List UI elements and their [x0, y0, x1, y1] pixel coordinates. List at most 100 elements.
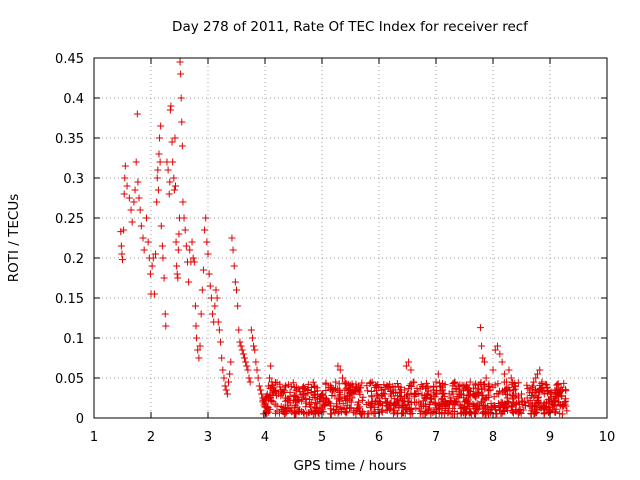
data-point: [231, 278, 239, 286]
data-point: [266, 374, 274, 382]
data-point: [233, 286, 240, 294]
data-point: [204, 250, 212, 258]
band-point: [273, 402, 281, 410]
data-point: [180, 214, 188, 222]
band-point: [406, 381, 414, 389]
x-tick-labels: 1 2 3 4 5 6 7 8 9 10: [90, 430, 615, 445]
data-point: [386, 390, 394, 398]
data-point: [507, 374, 515, 382]
data-point: [202, 214, 210, 222]
data-point: [158, 242, 166, 250]
band-point: [358, 396, 366, 404]
data-point: [177, 94, 185, 102]
band-point: [466, 409, 474, 417]
data-point: [439, 390, 447, 398]
data-point: [174, 274, 182, 282]
data-point: [148, 262, 156, 270]
data-point: [415, 398, 423, 406]
data-point: [168, 138, 176, 146]
band-point: [373, 382, 381, 390]
band-point: [263, 407, 271, 415]
data-point: [220, 374, 228, 382]
band-point: [342, 409, 350, 417]
data-point: [136, 206, 144, 214]
data-point: [172, 238, 180, 246]
data-point: [286, 388, 294, 396]
data-point: [434, 370, 442, 378]
band-point: [405, 394, 413, 402]
x-tick-label: 2: [147, 430, 155, 445]
data-point: [133, 110, 141, 118]
data-point: [496, 350, 504, 358]
data-points: [117, 58, 571, 418]
band-point: [480, 381, 488, 389]
data-point: [238, 346, 246, 354]
data-point: [510, 386, 518, 394]
x-tick-label: 5: [318, 430, 326, 445]
data-point: [505, 366, 513, 374]
data-point: [248, 334, 256, 342]
data-point: [336, 366, 344, 374]
data-point: [545, 400, 553, 408]
data-point: [405, 358, 413, 366]
band-point: [423, 379, 431, 387]
data-point: [196, 342, 204, 350]
band-point: [299, 408, 307, 416]
band-point: [430, 391, 438, 399]
band-point: [533, 398, 541, 406]
data-point: [532, 374, 540, 382]
data-point: [243, 362, 251, 370]
band-point: [343, 408, 351, 416]
data-point: [182, 242, 190, 250]
data-point: [215, 326, 223, 334]
y-tick-label: 0.4: [63, 92, 84, 107]
band-point: [474, 404, 482, 412]
data-point: [476, 324, 484, 332]
data-point: [229, 246, 237, 254]
y-tick-label: 0.05: [55, 372, 84, 387]
band-point: [363, 382, 371, 390]
data-point: [318, 390, 326, 398]
data-point: [500, 370, 508, 378]
data-point: [201, 226, 209, 234]
band-point: [430, 382, 438, 390]
band-point: [398, 397, 406, 405]
data-point: [212, 286, 220, 294]
data-point: [157, 122, 165, 130]
data-point: [121, 174, 129, 182]
data-point: [429, 386, 437, 394]
band-point: [293, 403, 301, 411]
band-point: [521, 401, 529, 409]
data-point: [155, 150, 163, 158]
data-point: [368, 378, 376, 386]
data-point: [157, 222, 165, 230]
band-point: [288, 404, 296, 412]
data-point: [503, 378, 511, 386]
data-point: [218, 354, 226, 362]
band-point: [364, 399, 372, 407]
band-point: [378, 408, 386, 416]
data-point: [341, 386, 349, 394]
data-point: [554, 398, 562, 406]
y-tick-label: 0.45: [55, 52, 84, 67]
band-point: [327, 385, 335, 393]
band-point: [478, 398, 486, 406]
band-point: [355, 388, 363, 396]
data-point: [203, 238, 211, 246]
data-point: [171, 134, 179, 142]
band-point: [396, 388, 404, 396]
band-point: [316, 398, 324, 406]
band-point: [449, 380, 457, 388]
band-point: [451, 399, 459, 407]
x-tick-label: 9: [546, 430, 554, 445]
band-point: [457, 409, 465, 417]
band-point: [490, 393, 498, 401]
data-point: [131, 186, 139, 194]
data-point: [120, 226, 128, 234]
data-point: [359, 393, 367, 401]
data-point: [193, 334, 201, 342]
data-point: [518, 390, 525, 398]
band-point: [453, 393, 461, 401]
y-tick-label: 0.2: [63, 252, 84, 267]
data-point: [195, 354, 203, 362]
